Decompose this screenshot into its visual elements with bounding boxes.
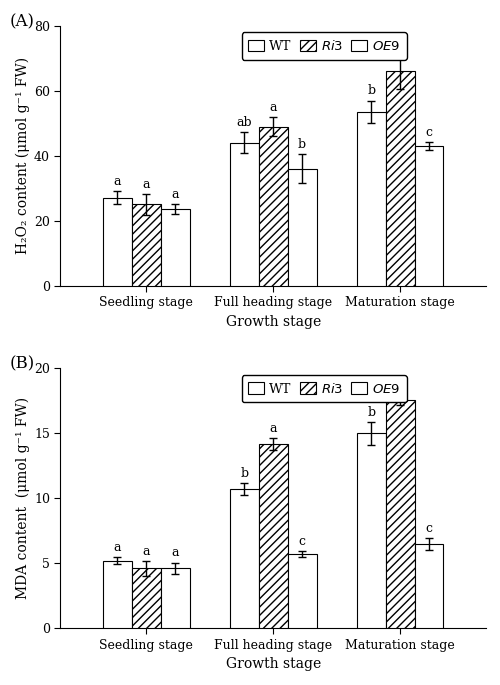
X-axis label: Growth stage: Growth stage <box>226 657 321 671</box>
Bar <box>414 146 444 286</box>
Text: a: a <box>396 377 404 390</box>
Text: a: a <box>172 188 179 201</box>
Y-axis label: H₂O₂ content (μmol g⁻¹ FW): H₂O₂ content (μmol g⁻¹ FW) <box>16 57 30 254</box>
Text: a: a <box>396 38 404 51</box>
Bar <box>386 399 414 628</box>
Text: b: b <box>368 406 376 419</box>
Text: c: c <box>426 126 432 139</box>
Y-axis label: MDA content  (μmol g⁻¹ FW): MDA content (μmol g⁻¹ FW) <box>16 397 30 599</box>
Bar <box>288 554 316 628</box>
Bar <box>230 489 259 628</box>
Bar <box>161 569 190 628</box>
Bar <box>414 544 444 628</box>
X-axis label: Growth stage: Growth stage <box>226 314 321 329</box>
Text: b: b <box>368 84 376 97</box>
Text: a: a <box>142 178 150 191</box>
Text: (B): (B) <box>10 356 34 373</box>
Bar <box>132 569 161 628</box>
Legend: WT, $\it{Ri3}$, $\it{OE9}$: WT, $\it{Ri3}$, $\it{OE9}$ <box>242 375 407 402</box>
Text: b: b <box>240 467 248 480</box>
Bar <box>132 204 161 286</box>
Bar <box>103 560 132 628</box>
Bar <box>288 169 316 286</box>
Text: a: a <box>172 547 179 560</box>
Text: a: a <box>114 541 121 554</box>
Text: a: a <box>114 175 121 188</box>
Bar <box>161 210 190 286</box>
Text: c: c <box>298 535 306 548</box>
Bar <box>103 198 132 286</box>
Bar <box>230 142 259 286</box>
Text: a: a <box>270 101 277 114</box>
Bar <box>386 71 414 286</box>
Text: (A): (A) <box>10 13 34 30</box>
Text: b: b <box>298 138 306 151</box>
Text: c: c <box>426 522 432 535</box>
Text: ab: ab <box>236 116 252 129</box>
Bar <box>259 444 288 628</box>
Text: a: a <box>270 422 277 435</box>
Legend: WT, $\it{Ri3}$, $\it{OE9}$: WT, $\it{Ri3}$, $\it{OE9}$ <box>242 32 407 60</box>
Bar <box>357 112 386 286</box>
Bar <box>259 127 288 286</box>
Bar <box>357 434 386 628</box>
Text: a: a <box>142 545 150 558</box>
